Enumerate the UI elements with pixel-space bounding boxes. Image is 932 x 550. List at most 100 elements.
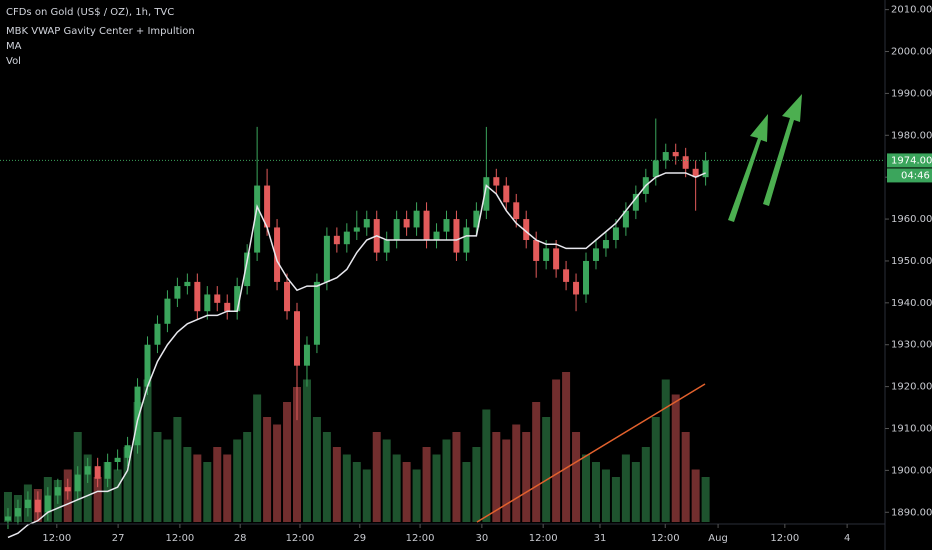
y-tick-label: 1940.00	[891, 298, 932, 309]
volume-bar	[601, 469, 610, 522]
volume-bar	[273, 424, 282, 522]
candle-body	[513, 202, 520, 220]
countdown-tag	[887, 168, 932, 183]
ma-line	[7, 172, 706, 539]
volume-bar	[651, 417, 660, 522]
volume-bar	[532, 402, 541, 522]
candle-body	[174, 286, 181, 299]
candle-body	[84, 466, 91, 475]
candle-body	[64, 487, 71, 492]
x-tick-label: 4	[844, 533, 850, 544]
y-tick-label: 1900.00	[891, 465, 932, 476]
indicator-label: MBK VWAP Gavity Center + Impultion	[6, 26, 195, 37]
volume-bar	[382, 439, 391, 522]
candle-body	[493, 177, 500, 186]
x-tick-label: 12:00	[286, 533, 315, 544]
volume-bar	[283, 402, 292, 522]
volume-bar	[512, 424, 521, 522]
volume-bar	[691, 469, 700, 522]
candle-body	[293, 311, 300, 366]
x-tick-label: 31	[594, 533, 607, 544]
candle-body	[4, 516, 11, 521]
x-tick-label: 12:00	[651, 533, 680, 544]
axes: 1890.00 1900.00 1910.00 1920.00 1930.00 1940.…	[0, 5, 932, 544]
volume-bar	[292, 387, 301, 522]
volume-bar	[173, 417, 182, 522]
y-tick-label: 1890.00	[891, 507, 932, 518]
candle-body	[323, 235, 330, 282]
candle-body	[473, 210, 480, 228]
candle-body	[214, 294, 221, 303]
volume-bar	[641, 447, 650, 522]
volume-bar	[223, 454, 232, 522]
candle-body	[274, 227, 281, 282]
volume-bar	[502, 439, 511, 522]
volume-bar	[482, 409, 491, 522]
volume-bar	[621, 454, 630, 522]
candle-body	[14, 508, 21, 517]
candle-body	[333, 235, 340, 245]
x-tick-label: 12:00	[42, 533, 71, 544]
candle-body	[34, 499, 41, 513]
candle-body	[353, 227, 360, 232]
candle-body	[622, 210, 629, 228]
y-tick-label: 1960.00	[891, 214, 932, 225]
candle-body	[313, 281, 320, 345]
volume-bar	[3, 492, 12, 522]
trend-line	[476, 383, 706, 523]
volume-bar	[352, 462, 361, 522]
volume-bar	[492, 432, 501, 522]
volume-bar	[582, 454, 591, 522]
x-tick-label: 27	[112, 533, 125, 544]
volume-bar	[591, 462, 600, 522]
candle-body	[363, 219, 370, 228]
candle-body	[592, 248, 599, 261]
volume-bar	[322, 432, 331, 522]
arrows	[728, 94, 802, 222]
y-tick-label: 2010.00	[891, 5, 932, 16]
countdown-label: 04:46	[901, 170, 930, 181]
volume-bar	[342, 454, 351, 522]
candle-body	[134, 386, 141, 446]
x-tick-label: 12:00	[770, 533, 799, 544]
volume-bar	[153, 432, 162, 522]
volume-bar	[681, 432, 690, 522]
volume-bar	[462, 462, 471, 522]
candle-body	[573, 281, 580, 295]
y-tick-label: 1910.00	[891, 423, 932, 434]
candle-body	[463, 227, 470, 253]
volume-bar	[661, 379, 670, 522]
candle-body	[124, 445, 131, 458]
volume-bar	[93, 477, 102, 522]
x-tick-label: 30	[475, 533, 488, 544]
volume-bar	[163, 439, 172, 522]
volume-bar	[572, 432, 581, 522]
volume-bar	[133, 402, 142, 522]
candle-body	[692, 168, 699, 178]
candle-body	[543, 248, 550, 261]
candle-body	[54, 487, 61, 496]
volume-bar	[143, 379, 152, 522]
volume-bar	[362, 469, 371, 522]
price-layer	[4, 118, 709, 539]
candle-body	[194, 281, 201, 312]
candle-body	[533, 240, 540, 261]
candle-body	[682, 156, 689, 169]
candle-body	[413, 210, 420, 228]
volume-bar	[83, 454, 92, 522]
volume-bar	[243, 432, 252, 522]
y-tick-label: 1990.00	[891, 88, 932, 99]
volume-bar	[562, 372, 571, 522]
arrow	[763, 94, 802, 206]
volume-bar	[542, 417, 551, 522]
candle-body	[104, 462, 111, 479]
last-price-tag	[887, 153, 932, 168]
volume-bar	[611, 477, 620, 522]
y-tick-label: 1980.00	[891, 130, 932, 141]
candle-body	[234, 286, 241, 312]
chart-title: CFDs on Gold (US$ / OZ), 1h, TVC	[6, 7, 174, 18]
candle-body	[453, 219, 460, 253]
indicator-label: MA	[6, 41, 22, 52]
volume-bar	[412, 469, 421, 522]
